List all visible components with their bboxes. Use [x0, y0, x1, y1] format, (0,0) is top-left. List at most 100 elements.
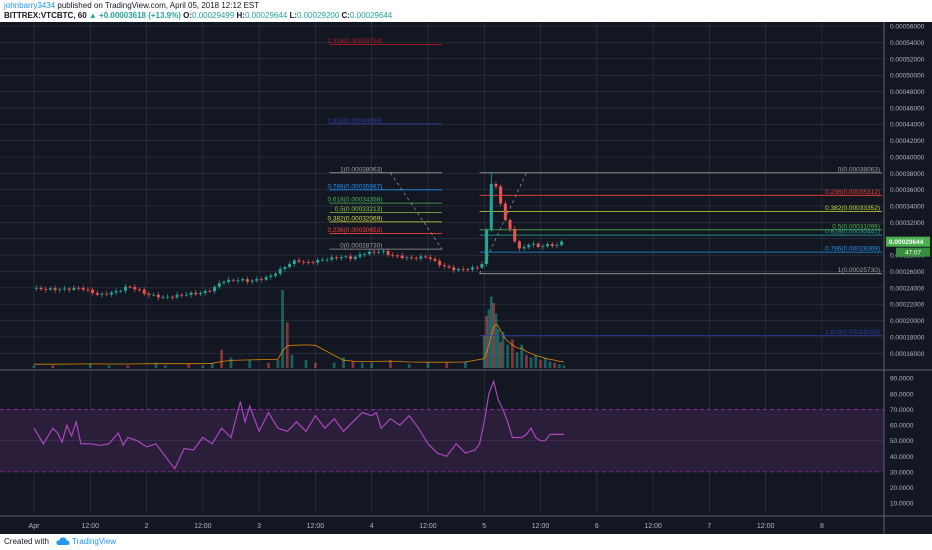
candle-body — [297, 260, 301, 262]
candle-body — [353, 256, 357, 259]
low-value: 0.00029200 — [297, 11, 340, 20]
volume-bar — [407, 364, 411, 368]
rsi-tick-label: 40.0000 — [890, 454, 914, 461]
candle-body — [471, 267, 475, 270]
candle-body — [255, 279, 259, 281]
volume-bar — [290, 355, 294, 368]
volume-bar — [499, 342, 503, 368]
volume-bar — [548, 361, 552, 368]
candle-body — [67, 288, 71, 290]
candle-body — [363, 254, 367, 255]
candle-body — [546, 243, 550, 247]
candle-body — [62, 288, 66, 290]
candle-body — [475, 267, 479, 269]
candle-body — [86, 289, 90, 291]
chart-area[interactable]: 2.318(0.00053754) 1.618(0.00044059) 1(0.00… — [0, 22, 932, 534]
volume-bar — [32, 365, 36, 368]
tradingview-brand[interactable]: TradingView — [72, 537, 117, 546]
candle-body — [419, 256, 423, 259]
candle-body — [170, 296, 174, 298]
volume-bar — [154, 362, 158, 368]
price-tick-label: 0.00056000 — [890, 24, 925, 31]
candle-body — [274, 273, 278, 276]
candle-body — [513, 228, 517, 242]
price-tick-label: 0.00052000 — [890, 56, 925, 63]
volume-bar — [539, 360, 542, 368]
candle-body — [461, 268, 465, 270]
publish-info: johnbarry3434 published on TradingView.c… — [4, 1, 259, 11]
x-tick-label: 12:00 — [82, 523, 100, 530]
volume-bar — [314, 362, 317, 368]
candle-body — [330, 257, 334, 260]
fibonacci-retracements[interactable]: 2.318(0.00053754) 1.618(0.00044059) 1(0.00… — [328, 38, 882, 336]
volume-bar — [126, 365, 130, 368]
volume-bar — [107, 365, 111, 368]
candle-body — [325, 259, 329, 261]
volume-bar — [276, 360, 280, 368]
volume-bar — [496, 329, 500, 368]
countdown-badge — [896, 247, 930, 257]
last-price-label: 0.00029644 — [889, 239, 924, 246]
x-tick-label: 6 — [595, 523, 599, 530]
candle-body — [517, 241, 521, 249]
fib-level-label: 0.382(0.00032069) — [328, 215, 383, 222]
candle-body — [58, 289, 62, 291]
open-label: O: — [183, 11, 193, 20]
candle-body — [316, 259, 320, 263]
price-tick-label: 0.00046000 — [890, 105, 925, 112]
candle-body — [344, 256, 348, 258]
fib-level-label: 1.618(0.00044059) — [328, 117, 383, 124]
candle-body — [241, 279, 245, 281]
candle-body — [466, 269, 470, 270]
axes: Apr 12:00 2 12:00 3 12:00 4 12:00 5 12:00 6 12:00 7 1… — [0, 22, 932, 534]
symbol-label[interactable]: BITTREX:VTCBTC, 60 — [4, 11, 87, 20]
volume-bar — [445, 362, 449, 368]
volume-bar — [487, 309, 491, 368]
candle-body — [485, 229, 489, 264]
x-tick-label: 12:00 — [532, 523, 550, 530]
volume-bar — [520, 344, 524, 368]
candle-body — [227, 279, 231, 282]
volume-bar — [342, 357, 345, 368]
candle-body — [222, 281, 226, 284]
volume-bar — [281, 290, 284, 368]
rsi-line — [33, 379, 564, 470]
candle-body — [349, 256, 353, 259]
volume-bar — [494, 313, 498, 368]
candle-body — [152, 294, 156, 296]
author-link[interactable]: johnbarry3434 — [4, 1, 56, 10]
volume-bar — [557, 364, 561, 368]
fib-level-label: 2.318(0.00053754) — [328, 38, 383, 45]
x-tick-label: 12:00 — [757, 523, 775, 530]
price-tick-label: 0.00044000 — [890, 122, 925, 129]
price-tick-label: 0.00034000 — [890, 204, 925, 211]
price-change: ▲ +0.00003618 (+13.9%) — [88, 11, 181, 20]
volume-bar — [267, 362, 270, 368]
price-tick-label: 0.00036000 — [890, 187, 925, 194]
price-tick-label: 0.00038000 — [890, 171, 925, 178]
price-tick-label: 0.00026000 — [890, 269, 925, 276]
chart-header: johnbarry3434 published on TradingView.c… — [0, 0, 932, 22]
fib-level-label: 0.786(0.00028369) — [825, 246, 880, 253]
rsi-tick-label: 90.0000 — [890, 376, 914, 383]
volume-bar — [163, 365, 167, 368]
candle-body — [288, 264, 292, 268]
x-tick-label: 3 — [257, 523, 261, 530]
candle-body — [250, 280, 254, 282]
candle-body — [194, 292, 198, 295]
fib-level-label: 0(0.00028730) — [340, 243, 382, 250]
price-tick-label: 0.00048000 — [890, 89, 925, 96]
rsi-tick-label: 50.0000 — [890, 438, 914, 445]
high-label: H: — [236, 11, 245, 20]
price-tick-label: 0.00032000 — [890, 220, 925, 227]
candle-body — [166, 296, 170, 298]
volume-bar — [553, 362, 556, 368]
volume-bar — [426, 362, 430, 368]
rsi-tick-label: 10.0000 — [890, 501, 914, 508]
x-tick-label: 12:00 — [194, 523, 212, 530]
x-tick-label: 12:00 — [644, 523, 662, 530]
candle-body — [208, 291, 212, 292]
volume-bar — [332, 362, 336, 368]
created-with-text: Created with — [4, 537, 49, 546]
candle-body — [302, 261, 306, 263]
